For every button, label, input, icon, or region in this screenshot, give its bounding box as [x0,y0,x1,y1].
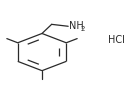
Text: HCl: HCl [108,35,125,45]
Text: 2: 2 [81,26,85,32]
Text: NH: NH [69,21,84,31]
